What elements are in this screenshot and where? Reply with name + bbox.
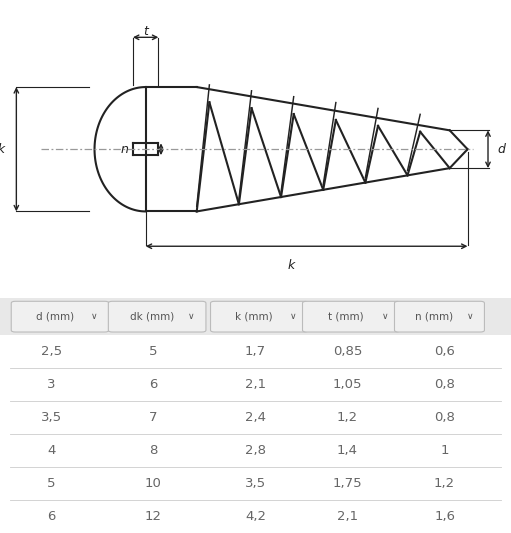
Text: n (mm): n (mm): [415, 312, 454, 321]
Text: 2,1: 2,1: [245, 378, 266, 391]
Text: 10: 10: [145, 477, 162, 490]
Text: ∨: ∨: [91, 312, 97, 321]
Text: 8: 8: [149, 444, 157, 457]
Text: 1,2: 1,2: [434, 477, 455, 490]
Text: 4,2: 4,2: [245, 510, 266, 523]
Text: 0,6: 0,6: [434, 345, 455, 358]
Bar: [0, 335, 511, 533]
Text: 6: 6: [149, 378, 157, 391]
Text: 0,8: 0,8: [434, 411, 455, 424]
Text: ∨: ∨: [382, 312, 388, 321]
Text: 6: 6: [47, 510, 55, 523]
Text: d: d: [497, 143, 505, 156]
FancyBboxPatch shape: [108, 301, 206, 332]
FancyBboxPatch shape: [394, 301, 484, 332]
Text: 5: 5: [149, 345, 157, 358]
Text: 1,05: 1,05: [333, 378, 362, 391]
Text: 1,7: 1,7: [245, 345, 266, 358]
Text: 2,8: 2,8: [245, 444, 266, 457]
Text: 7: 7: [149, 411, 157, 424]
Text: 1,2: 1,2: [337, 411, 358, 424]
Text: t: t: [143, 25, 148, 38]
Text: 2,5: 2,5: [40, 345, 62, 358]
Text: ∨: ∨: [290, 312, 296, 321]
Text: n: n: [121, 143, 129, 156]
Text: 12: 12: [145, 510, 162, 523]
Text: ∨: ∨: [467, 312, 474, 321]
Text: d (mm): d (mm): [36, 312, 74, 321]
Text: dk (mm): dk (mm): [130, 312, 174, 321]
Text: 1: 1: [440, 444, 449, 457]
Text: 5: 5: [47, 477, 55, 490]
Text: 2,4: 2,4: [245, 411, 266, 424]
Text: k (mm): k (mm): [235, 312, 273, 321]
Text: t (mm): t (mm): [328, 312, 364, 321]
Text: 1,75: 1,75: [333, 477, 362, 490]
Text: 1,6: 1,6: [434, 510, 455, 523]
Text: 2,1: 2,1: [337, 510, 358, 523]
Text: 0,8: 0,8: [434, 378, 455, 391]
Text: 0,85: 0,85: [333, 345, 362, 358]
Text: 3: 3: [47, 378, 55, 391]
Text: 3,5: 3,5: [245, 477, 266, 490]
Text: 1,4: 1,4: [337, 444, 358, 457]
FancyBboxPatch shape: [211, 301, 308, 332]
FancyBboxPatch shape: [11, 301, 109, 332]
Text: 4: 4: [47, 444, 55, 457]
Text: 3,5: 3,5: [40, 411, 62, 424]
Text: ∨: ∨: [188, 312, 194, 321]
Text: k: k: [288, 259, 295, 272]
Text: dk: dk: [0, 143, 5, 156]
FancyBboxPatch shape: [303, 301, 400, 332]
